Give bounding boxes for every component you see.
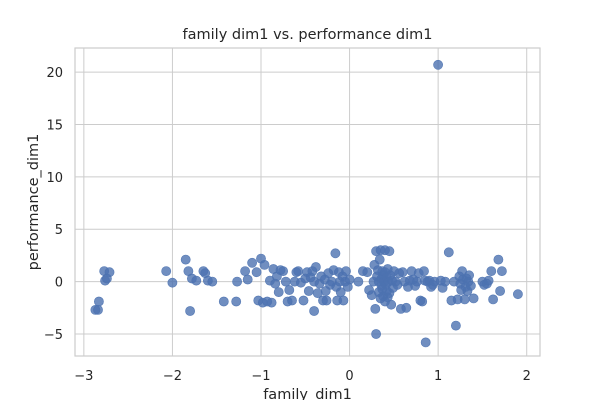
data-point [94, 296, 104, 307]
data-point [259, 259, 270, 270]
x-tick-labels: −3 −2 −1 0 1 2 [74, 369, 531, 384]
data-point [486, 266, 497, 276]
data-point [242, 274, 253, 285]
plot-frame [74, 47, 541, 357]
data-point [330, 248, 341, 259]
data-point [386, 299, 397, 310]
x-tick-label: 1 [434, 369, 442, 384]
data-point [440, 276, 451, 287]
data-point [397, 267, 408, 278]
data-point [161, 266, 172, 276]
data-point [280, 276, 291, 287]
data-point [218, 296, 229, 307]
data-point [298, 295, 309, 306]
data-point [207, 276, 218, 287]
data-point [443, 247, 454, 258]
x-tick-label: 0 [345, 369, 353, 384]
data-point [450, 320, 461, 331]
data-point [465, 280, 476, 291]
data-point [513, 289, 523, 300]
y-tick-label: 0 [55, 276, 63, 291]
data-point [309, 306, 319, 316]
data-point [493, 254, 504, 265]
y-tick-label: 15 [46, 118, 63, 133]
y-tick-label: −5 [44, 328, 63, 343]
x-tick-label: −2 [163, 369, 182, 384]
y-tick-label: 20 [46, 66, 63, 81]
points-layer [90, 59, 523, 348]
data-point [420, 337, 431, 348]
data-point [180, 254, 191, 265]
data-point [344, 274, 355, 285]
data-point [266, 297, 277, 308]
data-point [371, 329, 381, 339]
y-tick-label: 5 [55, 223, 63, 238]
grid-layer [75, 48, 540, 356]
data-point [284, 285, 295, 295]
data-point [433, 59, 443, 70]
x-tick-label: 2 [523, 369, 531, 384]
data-point [232, 276, 242, 287]
data-point [278, 266, 288, 276]
x-axis-label: family_dim1 [263, 387, 352, 400]
data-point [488, 294, 498, 305]
data-point [93, 304, 103, 315]
data-point [401, 302, 412, 313]
x-tick-label: −3 [74, 369, 93, 384]
data-point [384, 246, 395, 257]
data-point [495, 286, 505, 296]
data-point [419, 266, 429, 276]
y-tick-label: 10 [46, 171, 63, 186]
data-point [247, 257, 257, 268]
y-axis-label: performance_dim1 [26, 134, 42, 271]
data-point [362, 267, 373, 278]
data-point [167, 277, 178, 288]
data-point [338, 295, 349, 306]
data-point [273, 287, 284, 297]
data-point [417, 296, 428, 307]
data-point [293, 266, 304, 276]
data-point [231, 296, 242, 307]
data-point [459, 294, 470, 305]
chart-title: family dim1 vs. performance dim1 [183, 27, 433, 43]
data-point [185, 306, 195, 316]
data-point [321, 295, 332, 306]
data-point [468, 293, 479, 304]
data-point [464, 270, 474, 281]
data-point [310, 262, 321, 272]
data-point [353, 276, 364, 287]
data-point [370, 303, 381, 314]
y-tick-labels: −5 0 5 10 15 20 [44, 66, 63, 343]
data-point [104, 267, 115, 278]
data-point [303, 286, 314, 296]
data-point [240, 266, 250, 276]
data-point [287, 295, 297, 306]
data-point [191, 275, 202, 286]
data-point [496, 266, 507, 276]
data-point [374, 254, 385, 265]
data-point [341, 266, 351, 276]
data-point [251, 267, 262, 278]
data-point [483, 275, 494, 286]
x-tick-label: −1 [251, 369, 270, 384]
